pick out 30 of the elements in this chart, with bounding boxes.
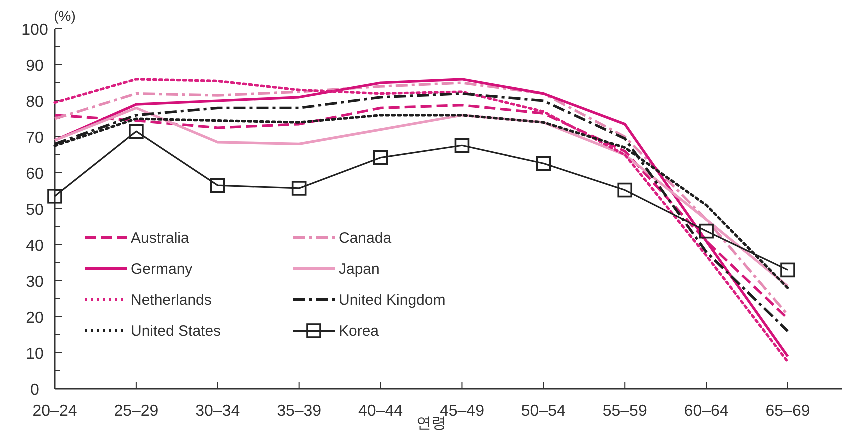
legend-label: United States [131,323,222,340]
x-tick-label: 35–39 [277,403,322,420]
legend-label: Netherlands [131,292,212,309]
y-tick-label: 70 [26,130,44,147]
x-tick-label: 25–29 [114,403,159,420]
legend-label: Germany [131,261,194,278]
y-tick-label: 40 [26,238,44,255]
x-tick-label: 55–59 [602,403,648,420]
x-tick-label: 40–44 [358,403,404,420]
x-tick-label: 30–34 [196,403,240,420]
legend-label: Japan [339,261,380,278]
y-tick-label: 10 [26,346,44,363]
legend-label: United Kingdom [339,292,446,309]
x-tick-label: 60–64 [684,403,729,420]
x-tick-label: 20–24 [32,403,78,420]
y-tick-label: 90 [26,58,44,75]
y-tick-label: 30 [26,274,44,291]
y-tick-label: 20 [26,310,44,327]
y-tick-label: 100 [22,22,48,39]
x-tick-label: 65–69 [766,403,810,420]
y-tick-label: 50 [26,202,44,219]
legend-label: Australia [131,230,190,247]
legend-label: Korea [339,323,380,340]
x-tick-label: 50–54 [521,403,566,420]
y-tick-label: 0 [30,382,40,399]
y-tick-label: 80 [26,94,44,111]
legend-label: Canada [339,230,392,247]
y-tick-label: 60 [26,166,44,183]
y-axis-title: (%) [54,8,76,24]
x-axis-title: 연령 [416,415,446,432]
